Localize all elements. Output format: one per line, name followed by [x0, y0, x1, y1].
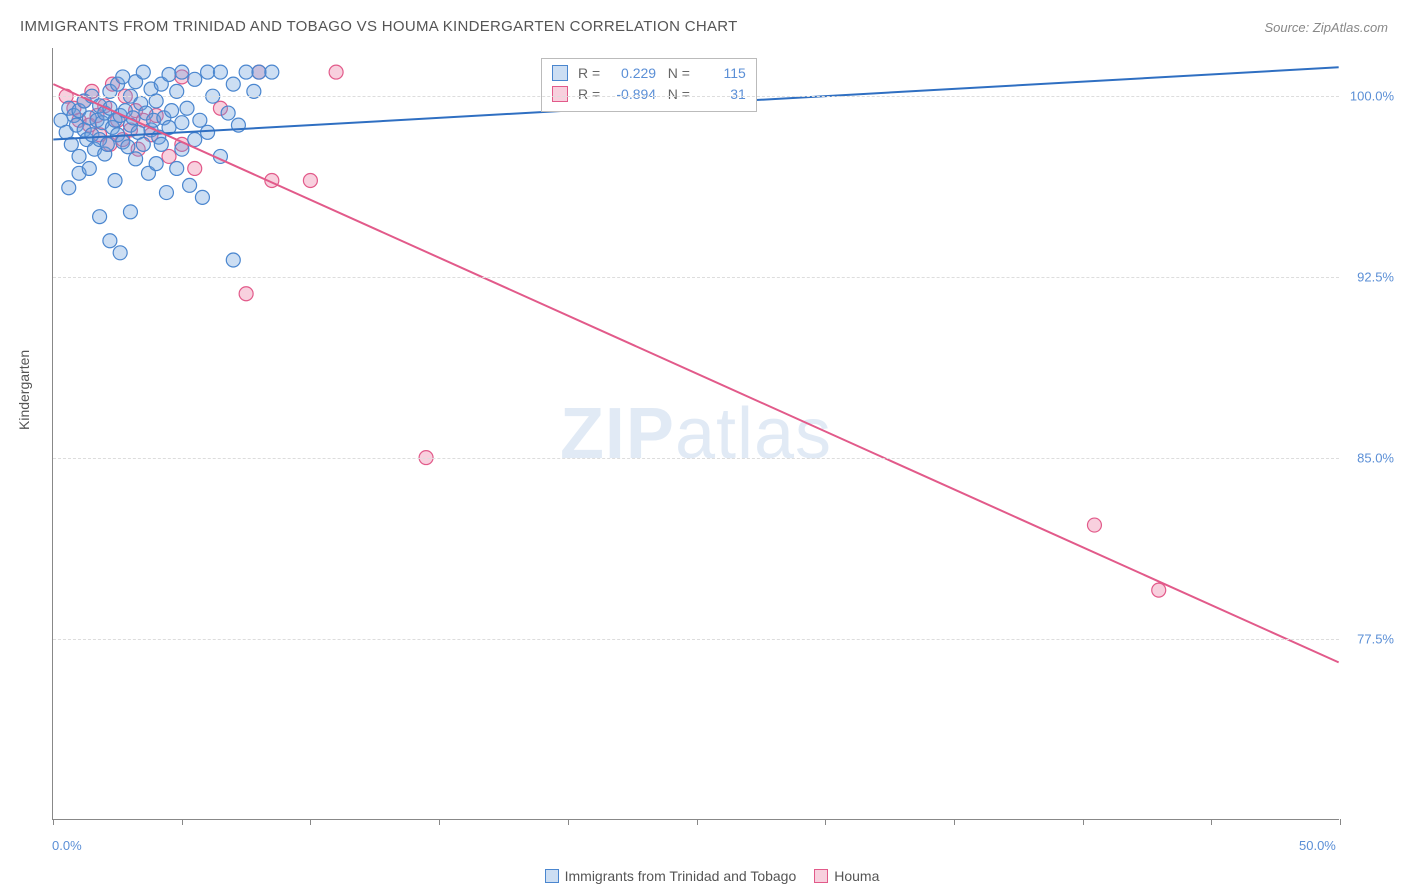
x-tick — [1340, 819, 1341, 825]
x-tick — [1211, 819, 1212, 825]
x-tick — [954, 819, 955, 825]
blue-point — [188, 72, 202, 86]
stat-legend-row: R = 0.229 N = 115 — [552, 63, 746, 84]
x-tick — [1083, 819, 1084, 825]
blue-point — [226, 77, 240, 91]
blue-point — [103, 234, 117, 248]
blue-point — [121, 140, 135, 154]
bottom-legend: Immigrants from Trinidad and Tobago Houma — [0, 868, 1406, 884]
blue-point — [123, 205, 137, 219]
x-tick-label: 0.0% — [52, 838, 82, 853]
gridline — [53, 96, 1339, 97]
blue-point — [136, 137, 150, 151]
stat-legend-row: R = -0.894 N = 31 — [552, 84, 746, 105]
x-tick-label: 50.0% — [1299, 838, 1336, 853]
legend-swatch — [552, 86, 568, 102]
x-tick — [697, 819, 698, 825]
pink-point — [188, 161, 202, 175]
pink-trendline — [53, 84, 1338, 662]
blue-point — [183, 178, 197, 192]
pink-point — [1152, 583, 1166, 597]
x-tick — [182, 819, 183, 825]
blue-point — [113, 246, 127, 260]
legend-series-name: Immigrants from Trinidad and Tobago — [565, 868, 797, 884]
blue-point — [72, 149, 86, 163]
legend-series-name: Houma — [834, 868, 879, 884]
stat-r-label: R = — [578, 65, 604, 81]
stat-n-label: N = — [668, 86, 694, 102]
y-tick-label: 77.5% — [1344, 632, 1394, 647]
y-tick-label: 85.0% — [1344, 451, 1394, 466]
blue-point — [162, 68, 176, 82]
blue-point — [93, 210, 107, 224]
x-tick — [568, 819, 569, 825]
stat-legend: R = 0.229 N = 115R = -0.894 N = 31 — [541, 58, 757, 112]
x-tick — [53, 819, 54, 825]
y-tick-label: 92.5% — [1344, 270, 1394, 285]
stat-r-value: 0.229 — [604, 63, 656, 84]
legend-swatch — [814, 869, 828, 883]
blue-point — [239, 65, 253, 79]
source-label: Source: ZipAtlas.com — [1264, 20, 1388, 35]
x-tick — [310, 819, 311, 825]
y-tick-label: 100.0% — [1344, 89, 1394, 104]
blue-point — [136, 65, 150, 79]
x-tick — [439, 819, 440, 825]
stat-r-value: -0.894 — [604, 84, 656, 105]
gridline — [53, 277, 1339, 278]
blue-point — [201, 65, 215, 79]
blue-point — [221, 106, 235, 120]
pink-point — [162, 149, 176, 163]
blue-point — [116, 70, 130, 84]
blue-point — [82, 161, 96, 175]
legend-swatch — [545, 869, 559, 883]
blue-point — [195, 190, 209, 204]
pink-point — [239, 287, 253, 301]
plot-svg — [53, 48, 1339, 819]
blue-point — [170, 161, 184, 175]
blue-point — [188, 133, 202, 147]
blue-point — [175, 116, 189, 130]
blue-point — [108, 174, 122, 188]
stat-r-label: R = — [578, 86, 604, 102]
blue-point — [159, 186, 173, 200]
blue-point — [154, 137, 168, 151]
gridline — [53, 458, 1339, 459]
stat-n-value: 31 — [694, 84, 746, 105]
blue-point — [213, 65, 227, 79]
blue-point — [175, 65, 189, 79]
blue-point — [226, 253, 240, 267]
x-tick — [825, 819, 826, 825]
pink-point — [1087, 518, 1101, 532]
stat-n-value: 115 — [694, 63, 746, 84]
blue-point — [201, 125, 215, 139]
blue-point — [252, 65, 266, 79]
blue-point — [129, 152, 143, 166]
blue-point — [180, 101, 194, 115]
blue-point — [62, 181, 76, 195]
legend-swatch — [552, 65, 568, 81]
y-axis-label: Kindergarten — [16, 350, 32, 430]
pink-point — [303, 174, 317, 188]
blue-point — [193, 113, 207, 127]
chart-title: IMMIGRANTS FROM TRINIDAD AND TOBAGO VS H… — [20, 18, 738, 35]
blue-point — [165, 104, 179, 118]
pink-point — [329, 65, 343, 79]
stat-n-label: N = — [668, 65, 694, 81]
blue-point — [149, 157, 163, 171]
blue-point — [265, 65, 279, 79]
gridline — [53, 639, 1339, 640]
plot-area: ZIPatlas R = 0.229 N = 115R = -0.894 N =… — [52, 48, 1339, 820]
